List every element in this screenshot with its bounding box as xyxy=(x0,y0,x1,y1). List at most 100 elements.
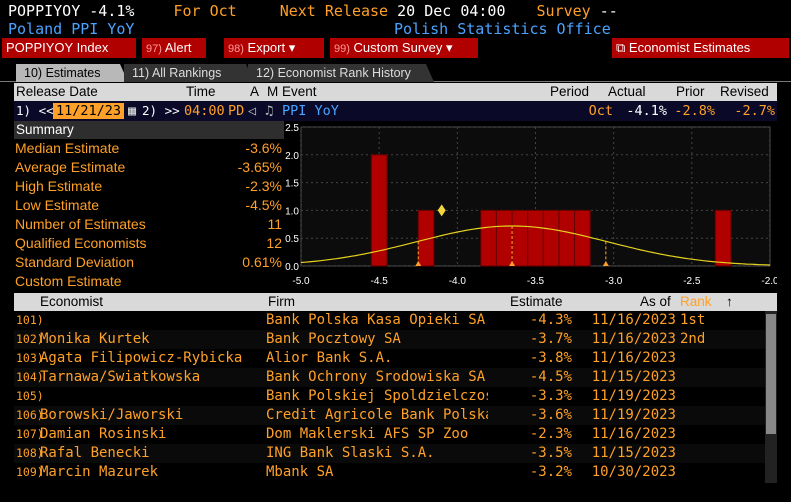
menu-bar: POPPIYOY Index 97) Alert 98) Export ▾ 99… xyxy=(0,38,791,58)
table-row[interactable]: 106) Borowski/Jaworski Credit Agricole Ban… xyxy=(14,406,765,425)
summary-row: Standard Deviation 0.61% xyxy=(15,254,282,270)
economist-name: Agata Filipowicz-Rybicka xyxy=(40,350,243,366)
asof-date: 11/19/2023 xyxy=(591,407,676,423)
next-release-value: 20 Dec 04:00 xyxy=(397,2,506,20)
summary-row: Median Estimate -3.6% xyxy=(15,140,282,156)
col-firm[interactable]: Firm xyxy=(268,294,295,309)
release-time: 04:00 xyxy=(184,103,225,119)
actual-diamond-marker xyxy=(437,204,446,217)
summary-header: Summary xyxy=(14,121,284,139)
histogram-bar xyxy=(417,209,435,267)
histogram-bar xyxy=(714,209,732,267)
asof-date: 11/16/2023 xyxy=(591,426,676,442)
economist-name: Marcin Mazurek xyxy=(40,464,159,480)
custom-survey-button[interactable]: 99) Custom Survey ▾ xyxy=(330,38,478,58)
table-row[interactable]: 108) Rafal Benecki ING Bank Slaski S.A. -3.… xyxy=(14,444,765,463)
asof-date: 10/30/2023 xyxy=(591,464,676,480)
sort-arrow-icon[interactable]: ↑ xyxy=(726,294,733,309)
tab-bar: 10) Estimates 11) All Rankings 12) Econo… xyxy=(0,62,791,82)
survey-value: -- xyxy=(599,2,618,20)
col-asof[interactable]: As of xyxy=(640,294,671,309)
for-value: Oct xyxy=(209,2,237,20)
asof-date: 11/19/2023 xyxy=(591,388,676,404)
summary-row[interactable]: Custom Estimate xyxy=(15,273,122,289)
prev-button[interactable]: 1) << xyxy=(16,103,54,118)
tab-all-rankings[interactable]: 11) All Rankings xyxy=(124,64,254,82)
x-tick-label: -2.5 xyxy=(683,276,701,287)
table-row[interactable]: 102) Monika Kurtek Bank Pocztowy SA -3.7% 11… xyxy=(14,330,765,349)
asof-date: 11/15/2023 xyxy=(591,369,676,385)
rank-value: 1st xyxy=(680,312,706,328)
bell-icon[interactable]: ♫ xyxy=(265,103,274,119)
summary-row: High Estimate -2.3% xyxy=(15,178,282,194)
dropdown-caret-icon: ▾ xyxy=(446,40,453,55)
table-row[interactable]: 101) Bank Polska Kasa Opieki SA -4.3% 11/16… xyxy=(14,311,765,330)
histogram-bar xyxy=(495,209,513,267)
change-value: -4.1% xyxy=(89,2,135,20)
row-number: 106) xyxy=(16,408,42,422)
next-release-label: Next Release xyxy=(279,2,389,20)
row-number: 104) xyxy=(16,370,42,384)
tab-economist-rank-history[interactable]: 12) Economist Rank History xyxy=(248,64,434,82)
economist-estimates-button[interactable]: ⧉ Economist Estimates xyxy=(612,38,789,58)
estimate-value: -3.6% xyxy=(529,407,572,423)
histogram-bar xyxy=(574,209,591,267)
table-row[interactable]: 107) Damian Rosinski Dom Maklerski AFS SP … xyxy=(14,425,765,444)
table-row[interactable]: 104) Tarnawa/Swiatkowska Bank Ochrony Srod… xyxy=(14,368,765,387)
estimate-value: -3.2% xyxy=(529,464,572,480)
estimate-value: -4.5% xyxy=(529,369,572,385)
firm-name: Mbank SA xyxy=(266,464,334,480)
firm-name: Bank Polska Kasa Opieki SA xyxy=(266,312,486,328)
index-button[interactable]: POPPIYOY Index xyxy=(2,38,136,58)
event-name[interactable]: PPI YoY xyxy=(282,103,339,119)
asof-date: 11/16/2023 xyxy=(591,312,676,328)
y-tick-label: 0.0 xyxy=(285,262,299,273)
estimates-table-header: Economist Firm Estimate As of Rank ↑ xyxy=(14,293,777,311)
calendar-icon[interactable]: ▦ xyxy=(128,103,137,119)
firm-name: ING Bank Slaski S.A. xyxy=(266,445,435,461)
estimate-value: -2.3% xyxy=(529,426,572,442)
firm-name: Bank Polskiej Spoldzielczosci ... xyxy=(266,388,488,404)
asof-date: 11/16/2023 xyxy=(591,331,676,347)
alert-button[interactable]: 97) Alert xyxy=(142,38,206,58)
release-header: Release Date Time A M Event Period Actua… xyxy=(14,83,777,101)
tab-estimates[interactable]: 10) Estimates xyxy=(16,64,128,82)
external-link-icon: ⧉ xyxy=(616,40,626,55)
release-tz: PD xyxy=(228,103,245,119)
table-row[interactable]: 105) Bank Polskiej Spoldzielczosci ... -3.… xyxy=(14,387,765,406)
x-tick-label: -5.0 xyxy=(292,276,310,287)
firm-name: Credit Agricole Bank Polska SA xyxy=(266,407,488,423)
estimates-histogram: 0.0 0.5 1.0 1.5 2.0 2.5 -5.0 -4.5 -4.0 -3.5 -3.0 -2… xyxy=(285,123,777,287)
col-revised: Revised xyxy=(720,84,769,99)
row-number: 105) xyxy=(16,389,42,403)
rank-value: 2nd xyxy=(680,331,706,347)
col-period: Period xyxy=(550,84,590,99)
row-number: 103) xyxy=(16,351,42,365)
scrollbar-thumb[interactable] xyxy=(766,314,776,434)
col-event: Event xyxy=(282,84,317,99)
row-number: 109) xyxy=(16,465,42,479)
col-rank[interactable]: Rank xyxy=(680,294,712,309)
col-economist[interactable]: Economist xyxy=(40,294,104,309)
firm-name: Alior Bank S.A. xyxy=(266,350,393,366)
next-button[interactable]: 2) >> xyxy=(142,103,180,118)
for-label: For xyxy=(173,2,201,20)
estimate-value: -3.8% xyxy=(529,350,572,366)
stat-marker-triangle xyxy=(415,261,422,266)
export-button[interactable]: 98) Export ▾ xyxy=(224,38,324,58)
release-date-input[interactable]: 11/21/23 xyxy=(53,103,125,119)
asof-date: 11/16/2023 xyxy=(591,350,676,366)
row-number: 101) xyxy=(16,313,42,327)
y-tick-label: 0.5 xyxy=(285,234,299,245)
ticker: POPPIYOY xyxy=(8,2,81,20)
y-tick-label: 2.0 xyxy=(285,151,299,162)
period-value: Oct xyxy=(588,103,613,119)
stat-marker-triangle xyxy=(509,261,516,266)
source-name: Polish Statistics Office xyxy=(394,20,611,38)
x-tick-label: -3.0 xyxy=(605,276,623,287)
table-row[interactable]: 103) Agata Filipowicz-Rybicka Alior Bank S… xyxy=(14,349,765,368)
table-row[interactable]: 109) Marcin Mazurek Mbank SA -3.2% 10/30/202… xyxy=(14,463,765,482)
speaker-icon[interactable]: ◁ xyxy=(248,103,257,119)
col-estimate[interactable]: Estimate xyxy=(510,294,563,309)
normal-distribution-curve xyxy=(300,225,771,266)
